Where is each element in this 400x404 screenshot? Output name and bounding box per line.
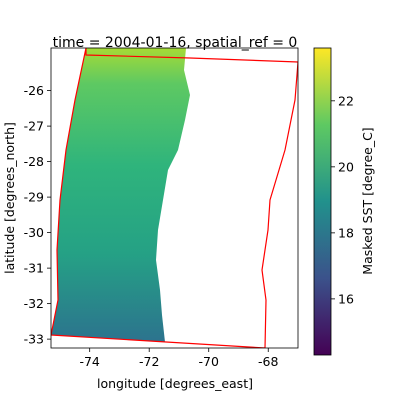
y-tick-label: -27 [24, 119, 44, 134]
y-axis-label: latitude [degrees_north] [2, 122, 17, 274]
colorbar-tick-label: 22 [338, 93, 354, 108]
x-tick-label: -72 [139, 354, 159, 369]
colorbar-label: Masked SST [degree_C] [360, 127, 375, 274]
sst-raster [51, 48, 190, 342]
axes-frame [50, 47, 299, 349]
y-tick-label: -30 [24, 225, 44, 240]
y-tick-label: -26 [24, 83, 44, 98]
chart-title: time = 2004-01-16, spatial_ref = 0 [53, 35, 298, 51]
y-tick-label: -29 [24, 190, 44, 205]
x-tick-label: -68 [258, 354, 278, 369]
x-axis-label: longitude [degrees_east] [97, 376, 253, 391]
y-tick-label: -28 [24, 154, 44, 169]
y-tick-label: -31 [24, 261, 44, 276]
colorbar-tick-label: 16 [338, 291, 354, 306]
x-tick-label: -74 [79, 354, 99, 369]
y-tick-label: -33 [24, 332, 44, 347]
plot-area [51, 48, 298, 348]
y-tick-label: -32 [24, 296, 44, 311]
x-tick-label: -70 [199, 354, 219, 369]
colorbar [313, 47, 332, 356]
region-outline [51, 48, 298, 348]
colorbar-tick-label: 20 [338, 159, 354, 174]
colorbar-tick-label: 18 [338, 225, 354, 240]
